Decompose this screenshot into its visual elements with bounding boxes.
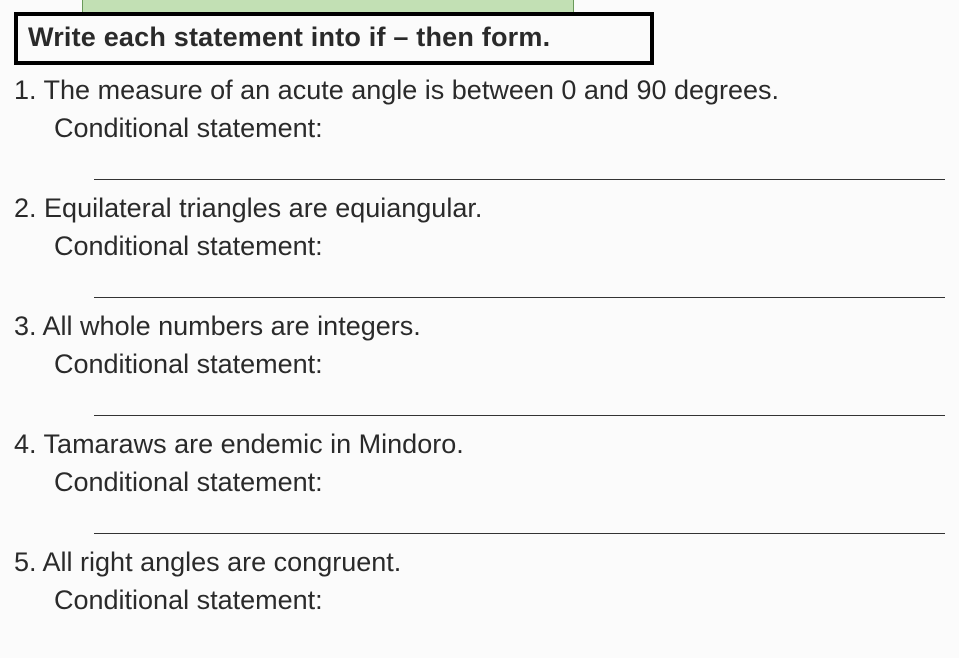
list-item: 4. Tamaraws are endemic in Mindoro. Cond… — [14, 426, 945, 534]
instruction-box: Write each statement into if – then form… — [14, 12, 654, 65]
item-text: All right angles are congruent. — [43, 547, 402, 577]
conditional-label: Conditional statement: — [54, 228, 945, 264]
item-text: Equilateral triangles are equiangular. — [44, 193, 482, 223]
item-statement: 5. All right angles are congruent. — [14, 544, 945, 580]
item-number: 5. — [14, 547, 37, 577]
worksheet-page: Write each statement into if – then form… — [0, 0, 959, 658]
conditional-label: Conditional statement: — [54, 110, 945, 146]
answer-blank[interactable] — [94, 267, 945, 298]
item-statement: 2. Equilateral triangles are equiangular… — [14, 190, 945, 226]
item-number: 3. — [14, 311, 37, 341]
answer-blank[interactable] — [94, 385, 945, 416]
item-text: All whole numbers are integers. — [43, 311, 421, 341]
answer-blank[interactable] — [94, 149, 945, 180]
conditional-label: Conditional statement: — [54, 582, 945, 618]
list-item: 3. All whole numbers are integers. Condi… — [14, 308, 945, 416]
conditional-label: Conditional statement: — [54, 346, 945, 382]
items-container: 1. The measure of an acute angle is betw… — [14, 72, 945, 624]
list-item: 5. All right angles are congruent. Condi… — [14, 544, 945, 619]
item-text: The measure of an acute angle is between… — [44, 75, 780, 105]
conditional-label: Conditional statement: — [54, 464, 945, 500]
item-number: 2. — [14, 193, 37, 223]
item-text: Tamaraws are endemic in Mindoro. — [44, 429, 464, 459]
item-statement: 3. All whole numbers are integers. — [14, 308, 945, 344]
list-item: 2. Equilateral triangles are equiangular… — [14, 190, 945, 298]
item-statement: 4. Tamaraws are endemic in Mindoro. — [14, 426, 945, 462]
item-number: 4. — [14, 429, 37, 459]
item-statement: 1. The measure of an acute angle is betw… — [14, 72, 945, 108]
answer-blank[interactable] — [94, 503, 945, 534]
item-number: 1. — [14, 75, 37, 105]
instruction-text: Write each statement into if – then form… — [28, 22, 550, 52]
list-item: 1. The measure of an acute angle is betw… — [14, 72, 945, 180]
